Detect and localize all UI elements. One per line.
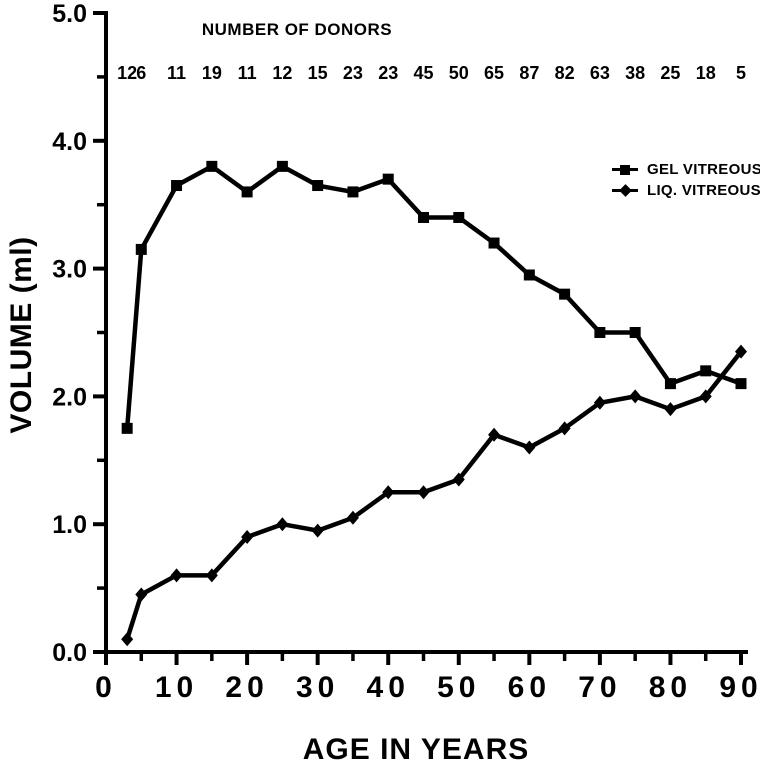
donor-count: 25: [660, 63, 680, 83]
donor-count: 82: [555, 63, 575, 83]
x-tick-label: 40: [367, 671, 410, 704]
gel-data-marker: [629, 327, 641, 338]
gel-data-marker: [241, 186, 253, 198]
donor-count: 45: [413, 63, 433, 83]
gel-data-marker: [276, 160, 288, 172]
gel-data-marker: [700, 365, 712, 377]
x-axis-title: AGE IN YEARS: [302, 733, 530, 766]
liq-data-marker: [523, 440, 536, 455]
gel-data-marker: [135, 243, 147, 255]
axes: [104, 11, 748, 654]
donor-count: 11: [238, 63, 257, 83]
liq-data-marker: [735, 344, 747, 359]
gel-data-marker: [559, 288, 571, 300]
y-tick-label: 5.0: [52, 0, 87, 28]
donor-count: 23: [378, 63, 398, 83]
donor-count: 15: [308, 63, 328, 83]
gel-data-marker: [594, 327, 606, 338]
liq-vitreous-series-line: [124, 349, 744, 642]
donor-count: 19: [202, 63, 222, 83]
liq-data-marker: [121, 632, 134, 647]
x-tick-label: 80: [649, 671, 692, 704]
gel-data-marker: [347, 186, 359, 198]
gel-data-marker: [312, 180, 324, 192]
gel-data-marker: [664, 378, 676, 390]
x-tick-label: 30: [296, 671, 339, 704]
liq-data-marker: [452, 472, 465, 487]
legend: GEL VITREOUS LIQ. VITREOUS: [612, 161, 760, 199]
donor-count-title: NUMBER OF DONORS: [201, 20, 393, 39]
gel-data-marker: [735, 378, 747, 390]
y-axis-title: VOLUME (ml): [5, 236, 38, 434]
liq-data-marker: [488, 427, 501, 442]
donor-count: 5: [736, 63, 746, 83]
legend-label: LIQ. VITREOUS: [647, 182, 760, 199]
liq-data-marker: [276, 517, 289, 532]
x-tick-label: 10: [155, 671, 198, 704]
liq-data-marker: [593, 395, 606, 410]
y-tick-label: 4.0: [52, 128, 87, 156]
gel-data-marker: [523, 269, 535, 281]
liq-data-marker: [664, 402, 677, 417]
donor-count: 12: [117, 63, 137, 83]
donor-count: 87: [519, 63, 539, 83]
liq-data-marker: [346, 510, 359, 525]
liq-data-marker: [311, 523, 324, 538]
liq-data-marker: [417, 485, 430, 500]
donor-count: 23: [343, 63, 363, 83]
liq-vitreous-marker-icon: [612, 184, 638, 198]
gel-data-marker: [488, 237, 500, 249]
y-tick-label: 0.0: [52, 639, 87, 667]
donor-count: 12: [272, 63, 292, 83]
liq-data-marker: [699, 389, 712, 404]
x-tick-label: 20: [225, 671, 268, 704]
y-tick-label: 3.0: [52, 256, 87, 284]
liq-data-marker: [558, 421, 571, 436]
x-tick-label: 60: [508, 671, 551, 704]
x-tick-label: 90: [719, 671, 760, 704]
gel-data-marker: [121, 422, 133, 434]
legend-item-gel-vitreous: GEL VITREOUS: [612, 161, 760, 178]
donor-count: 63: [590, 63, 610, 83]
liq-vitreous-series: [121, 344, 747, 647]
donor-count: 65: [484, 63, 504, 83]
donor-count: 38: [625, 63, 645, 83]
gel-vitreous-series-line: [124, 164, 744, 431]
liq-data-marker: [135, 587, 148, 602]
liq-data-marker: [382, 485, 395, 500]
liq-data-marker: [170, 568, 183, 583]
donor-count: 50: [449, 63, 469, 83]
gel-data-marker: [418, 211, 429, 223]
liq-data-marker: [241, 529, 254, 544]
gel-vitreous-marker-icon: [612, 163, 638, 177]
gel-data-marker: [453, 211, 465, 223]
y-tick-label: 2.0: [52, 383, 87, 411]
x-tick-labels: 0 10 20 30 40 50 60 70 80 90: [95, 671, 760, 704]
x-tick-label: 70: [578, 671, 621, 704]
donor-count: 18: [696, 63, 716, 83]
donor-count: 6: [136, 63, 146, 83]
donor-count-row: 12 6 11 19 11 12 15 23 23 45 50 65 87 82 63 38 25 18 5: [117, 63, 746, 83]
y-axis-ticks: [93, 11, 106, 654]
liq-data-marker: [629, 389, 642, 404]
gel-vitreous-series: [121, 160, 747, 434]
liq-data-marker: [205, 568, 218, 583]
gel-data-marker: [382, 173, 394, 185]
x-axis-ticks: [104, 652, 743, 665]
donor-count: 11: [167, 63, 186, 83]
x-tick-label: 50: [437, 671, 480, 704]
y-tick-labels: 0.0 1.0 2.0 3.0 4.0 5.0: [52, 0, 87, 667]
gel-data-marker: [206, 160, 218, 172]
y-tick-label: 1.0: [52, 511, 87, 539]
legend-item-liq-vitreous: LIQ. VITREOUS: [612, 182, 760, 199]
gel-data-marker: [171, 180, 183, 192]
legend-label: GEL VITREOUS: [647, 161, 760, 178]
x-tick-label: 0: [95, 671, 117, 704]
